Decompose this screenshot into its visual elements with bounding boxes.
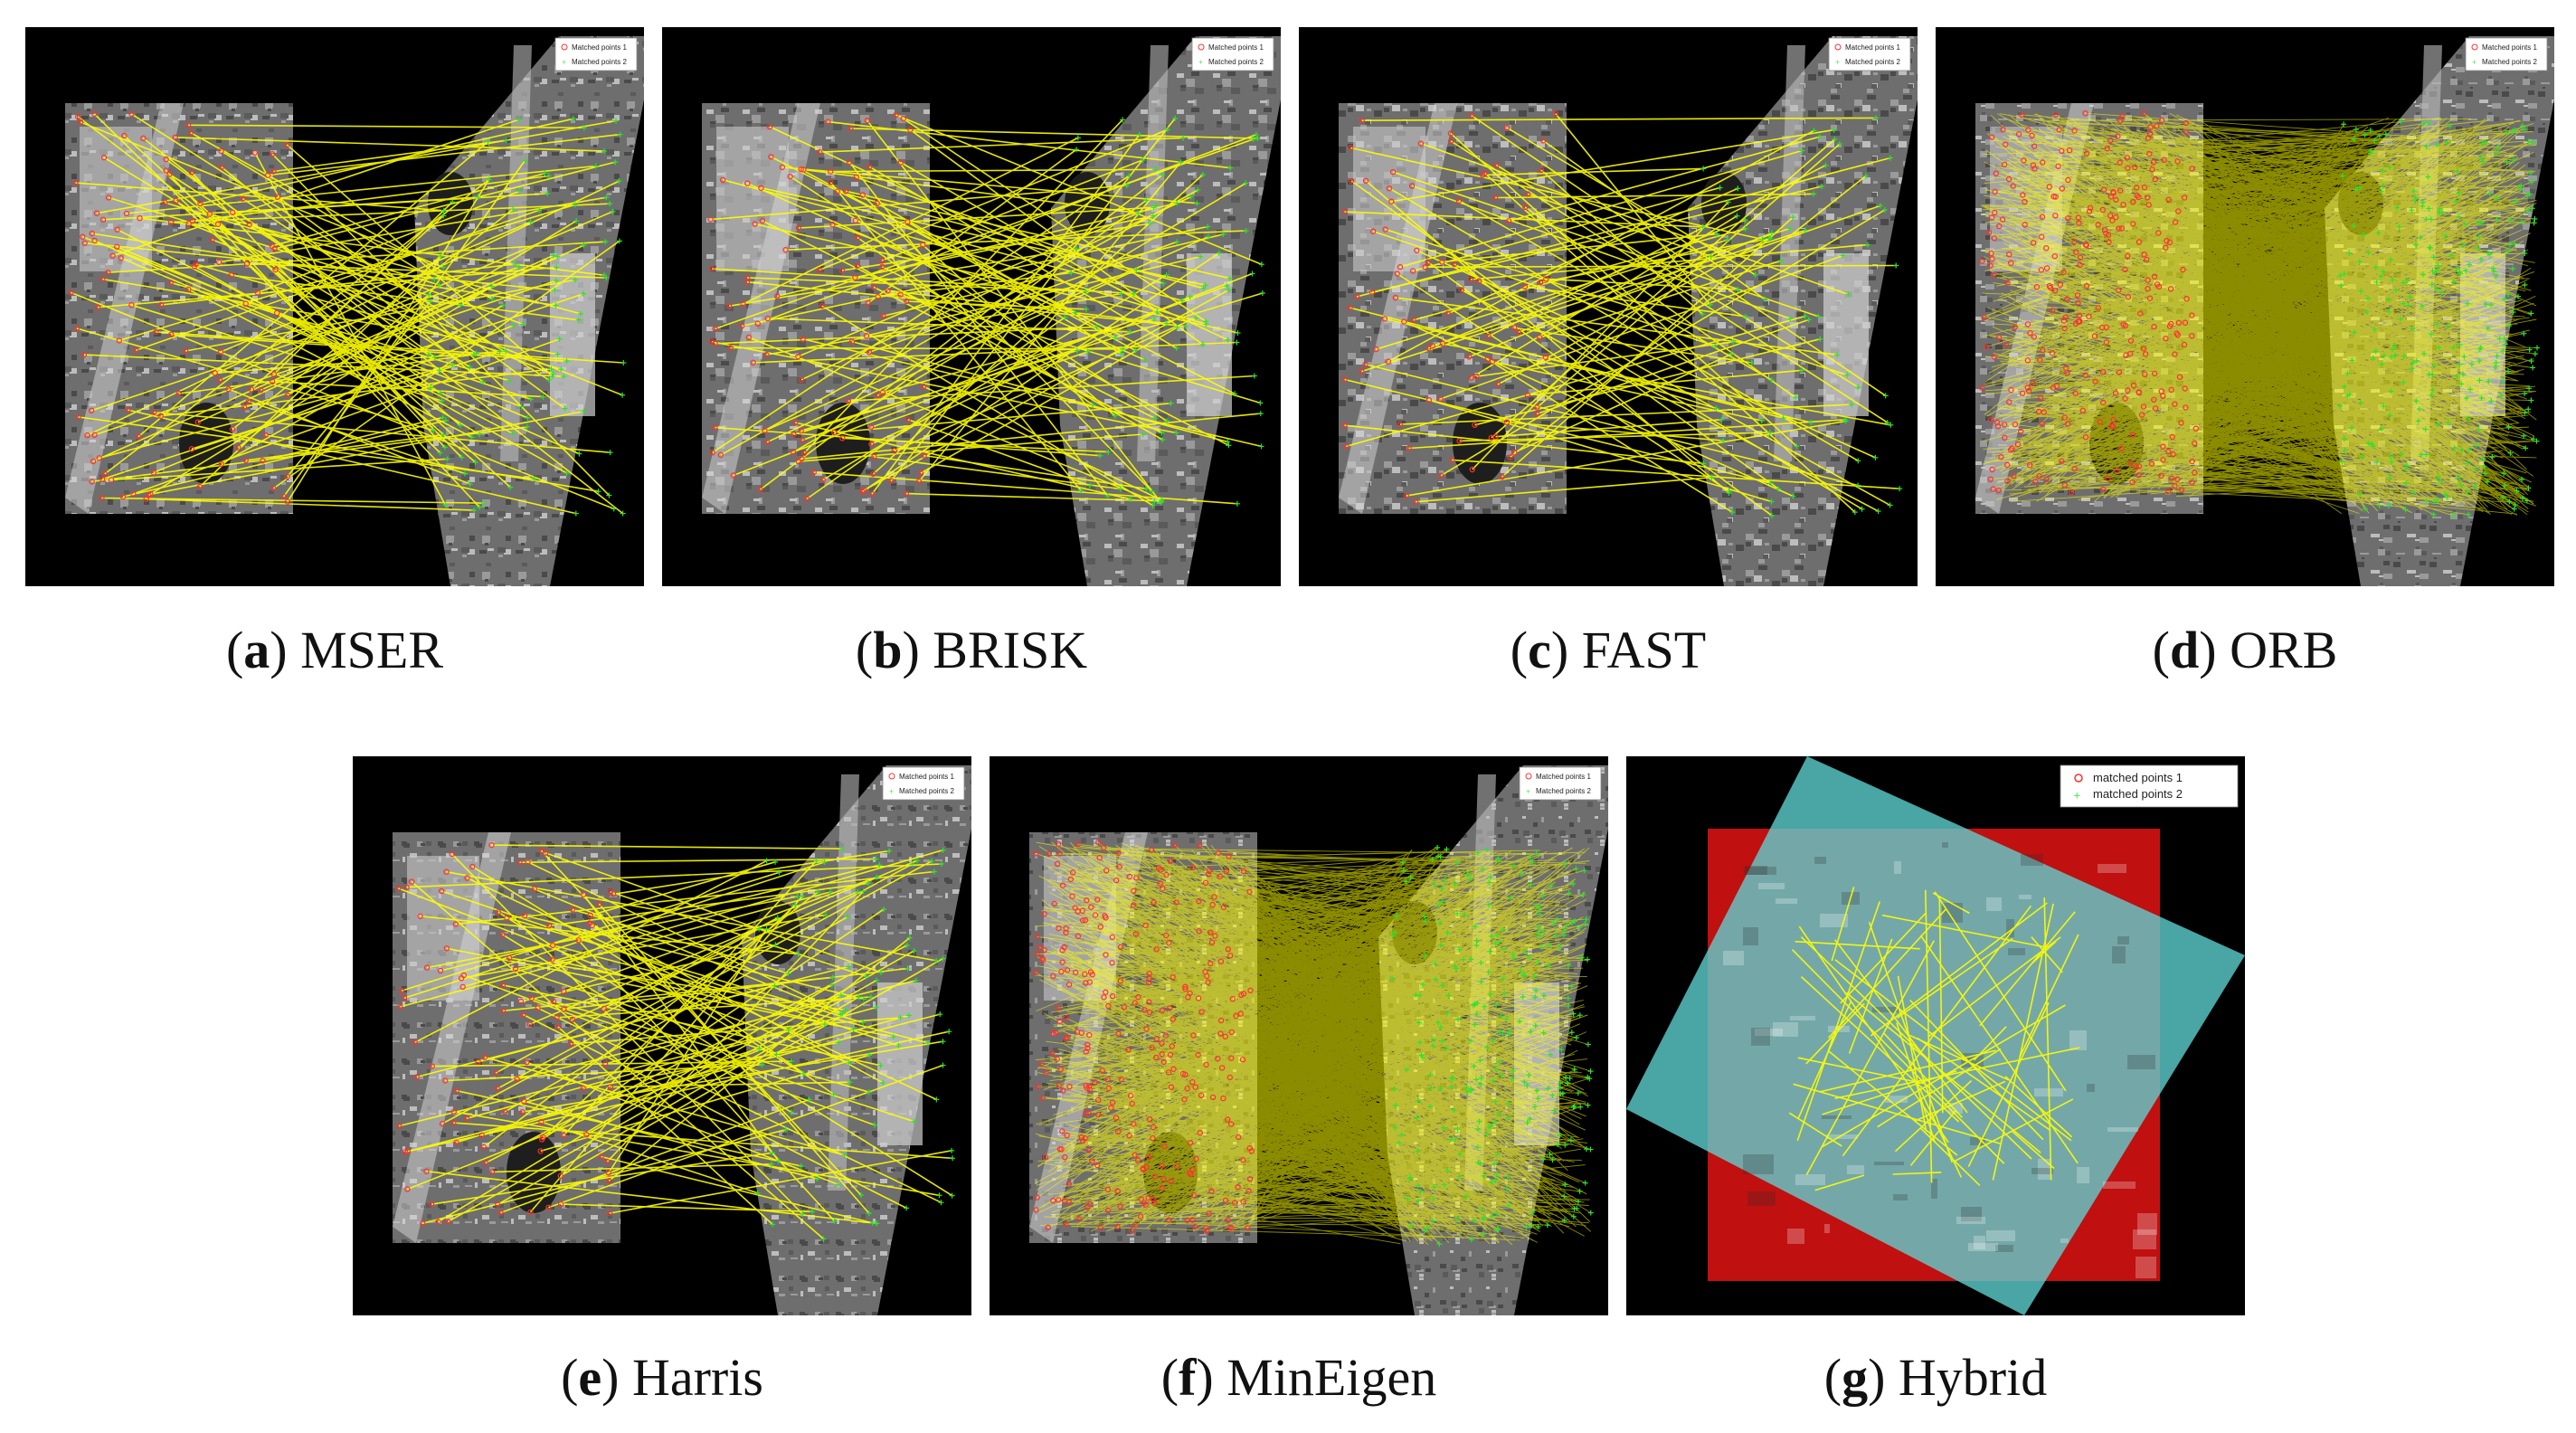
- matched-points-1: [707, 111, 927, 502]
- legend-marker-2: +: [1835, 58, 1840, 67]
- caption-b: (b) BRISK: [855, 621, 1088, 679]
- legend-box: Matched points 1 + Matched points 2: [1519, 766, 1602, 801]
- caption-f-letter: f: [1179, 1348, 1197, 1407]
- legend-label-1: Matched points 1: [1845, 43, 1900, 52]
- match-lines: [1981, 112, 2538, 517]
- matched-points-1: [1341, 110, 1558, 505]
- match-lines: [1788, 887, 2080, 1191]
- match-lines: [398, 844, 953, 1240]
- caption-d-letter: d: [2169, 621, 2200, 679]
- caption-a: (a) MSER: [225, 621, 444, 679]
- panel-c-fast: Matched points 1 + Matched points 2: [1299, 27, 1918, 586]
- caption-e: (e) Harris: [561, 1348, 763, 1407]
- legend-label-2: Matched points 2: [572, 58, 627, 66]
- legend-label-1: Matched points 1: [572, 43, 627, 52]
- matched-points-1: [395, 841, 617, 1227]
- legend-box: Matched points 1 + Matched points 2: [882, 766, 965, 801]
- matched-points-1: [1979, 109, 2199, 496]
- caption-c: (c) FAST: [1510, 621, 1707, 679]
- panel-g-hybrid: matched points 1 + matched points 2: [1626, 756, 2245, 1315]
- matched-points-1: [1032, 839, 1255, 1235]
- caption-f: (f) MinEigen: [1160, 1348, 1437, 1407]
- legend-box: Matched points 1 + Matched points 2: [2465, 37, 2548, 71]
- panel-e-figure: Matched points 1 + Matched points 2: [393, 765, 971, 1315]
- legend-label-2: Matched points 2: [1845, 58, 1900, 66]
- caption-b-name: BRISK: [933, 621, 1088, 679]
- legend-marker-2: +: [889, 787, 894, 796]
- caption-g: (g) Hybrid: [1823, 1348, 2048, 1407]
- legend-label-2: Matched points 2: [2482, 58, 2537, 66]
- matched-points-2: [1700, 115, 1903, 518]
- legend-label-2: Matched points 2: [899, 787, 954, 795]
- caption-a-name: MSER: [300, 621, 444, 679]
- legend-label-1: matched points 1: [2093, 771, 2183, 784]
- panel-d-figure: Matched points 1 + Matched points 2: [1975, 36, 2554, 586]
- panel-e-harris: Matched points 1 + Matched points 2: [353, 756, 971, 1315]
- panel-f-figure: Matched points 1 + Matched points 2: [1029, 765, 1608, 1315]
- panel-d-orb: Matched points 1 + Matched points 2: [1936, 27, 2554, 586]
- legend-box: Matched points 1 + Matched points 2: [554, 37, 638, 71]
- caption-e-name: Harris: [631, 1348, 763, 1407]
- legend-label-1: Matched points 1: [2482, 43, 2537, 52]
- legend-marker-2: +: [1198, 58, 1203, 67]
- caption-g-name: Hybrid: [1898, 1348, 2048, 1407]
- panel-c-figure: Matched points 1 + Matched points 2: [1339, 36, 1918, 586]
- matched-points-2: [1389, 844, 1594, 1248]
- legend-box: Matched points 1 + Matched points 2: [1828, 37, 1911, 71]
- legend-box: Matched points 1 + Matched points 2: [1191, 37, 1274, 71]
- caption-c-name: FAST: [1581, 621, 1707, 679]
- legend-label-1: Matched points 1: [1536, 773, 1591, 781]
- caption-g-letter: g: [1842, 1348, 1869, 1407]
- legend-label-2: Matched points 2: [1536, 787, 1591, 795]
- panel-b-figure: Matched points 1 + Matched points 2: [702, 36, 1281, 586]
- legend-marker-2: +: [1526, 787, 1530, 796]
- panel-f-mineigen: Matched points 1 + Matched points 2: [990, 756, 1608, 1315]
- legend-label-1: Matched points 1: [1208, 43, 1264, 52]
- legend-label-1: Matched points 1: [899, 773, 954, 781]
- caption-d-name: ORB: [2230, 621, 2338, 679]
- matched-points-2: [754, 846, 956, 1242]
- matched-points-1: [68, 110, 291, 505]
- caption-f-name: MinEigen: [1226, 1348, 1437, 1407]
- caption-e-letter: e: [578, 1348, 602, 1407]
- matched-points-2: [2337, 119, 2540, 518]
- caption-d: (d) ORB: [2152, 621, 2338, 679]
- legend-box: matched points 1 + matched points 2: [2060, 764, 2239, 808]
- caption-b-letter: b: [873, 621, 903, 679]
- legend-marker-2: +: [2472, 58, 2477, 67]
- panel-g-figure: matched points 1 + matched points 2: [1626, 756, 2245, 1315]
- caption-a-letter: a: [243, 621, 270, 679]
- panel-a-figure: Matched points 1 + Matched points 2: [65, 36, 644, 586]
- panel-b-brisk: Matched points 1 + Matched points 2: [662, 27, 1281, 586]
- legend-label-2: Matched points 2: [1208, 58, 1264, 66]
- match-lines: [710, 114, 1264, 507]
- match-lines: [1035, 841, 1592, 1246]
- matched-points-2: [1062, 115, 1265, 508]
- caption-c-letter: c: [1528, 621, 1551, 679]
- panel-a-mser: Matched points 1 + Matched points 2: [25, 27, 644, 586]
- matched-points-2: [426, 116, 627, 517]
- match-lines: [1344, 112, 1900, 517]
- legend-label-2: matched points 2: [2093, 787, 2183, 801]
- legend-marker-2: +: [2073, 789, 2080, 803]
- legend-marker-2: +: [562, 58, 566, 67]
